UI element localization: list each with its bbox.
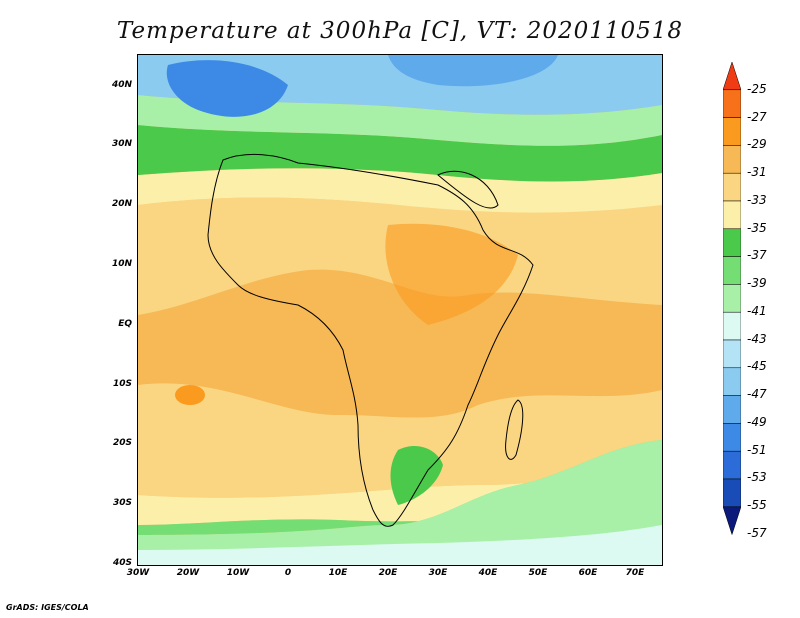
lat-label-10s: 10S (112, 379, 132, 389)
lat-label-30n: 30N (111, 139, 132, 149)
colorbar-label: -47 (747, 387, 767, 401)
colorbar-cell (723, 284, 741, 313)
lat-label-40n: 40N (111, 80, 132, 90)
colorbar-label: -29 (747, 137, 767, 151)
colorbar-bottom-arrow (723, 506, 741, 536)
colorbar-cell (723, 450, 741, 480)
lon-label-0: 0 (284, 568, 292, 578)
colorbar-label: -35 (747, 221, 767, 235)
colorbar-cell (723, 339, 741, 369)
colorbar-label: -53 (747, 470, 767, 484)
colorbar-label: -51 (747, 443, 767, 457)
lon-label-70e: 70E (625, 568, 645, 578)
lon-label-20w: 20W (176, 568, 200, 578)
lon-label-30e: 30E (428, 568, 448, 578)
colorbar-label: -45 (747, 359, 767, 373)
colorbar-label: -39 (747, 276, 767, 290)
lon-label-10w: 10W (226, 568, 250, 578)
colorbar-cell (723, 145, 741, 174)
field-green-north (138, 125, 662, 182)
colorbar-cell (723, 256, 741, 285)
colorbar-label: -31 (747, 165, 767, 179)
colorbar-label: -33 (747, 193, 767, 207)
lat-label-eq: EQ (118, 319, 132, 329)
field-blue-mediterranean (388, 55, 558, 87)
lat-label-40s: 40S (112, 558, 132, 568)
field-warm-patch-east (385, 223, 518, 325)
colorbar-cell (723, 89, 741, 118)
colorbar-label: -49 (747, 415, 767, 429)
field-pale-north (138, 168, 662, 213)
field-cyan-south (138, 525, 662, 565)
colorbar-cell (723, 172, 741, 202)
lat-label-20s: 20S (112, 438, 132, 448)
colorbar-cell (723, 478, 741, 508)
colorbar-label: -41 (747, 304, 767, 318)
temperature-field (138, 55, 662, 565)
colorbar-cell (723, 367, 741, 396)
lon-label-10e: 10E (328, 568, 348, 578)
lon-label-40e: 40E (478, 568, 498, 578)
grads-credit: GrADS: IGES/COLA (6, 603, 89, 612)
lon-label-20e: 20E (378, 568, 398, 578)
colorbar-cell (723, 423, 741, 452)
colorbar-label: -25 (747, 82, 767, 96)
lon-label-30w: 30W (126, 568, 150, 578)
coastlines (207, 154, 534, 527)
colorbar-cell (723, 228, 741, 257)
lat-label-20n: 20N (111, 199, 132, 209)
lon-label-60e: 60E (578, 568, 598, 578)
lat-label-30s: 30S (112, 498, 132, 508)
colorbar-cells (723, 62, 741, 536)
colorbar-cell (723, 117, 741, 146)
map-title: Temperature at 300hPa [C], VT: 202011051… (116, 18, 684, 44)
colorbar-label: -27 (747, 110, 767, 124)
colorbar-label: -43 (747, 332, 767, 346)
colorbar-label: -55 (747, 498, 767, 512)
colorbar-cell (723, 395, 741, 424)
colorbar-top-arrow (723, 62, 741, 91)
colorbar (723, 62, 741, 536)
field-yellow-south (138, 383, 662, 498)
temperature-map (137, 54, 663, 566)
colorbar-label: -57 (747, 526, 767, 540)
field-lightgreen-south (138, 440, 662, 565)
lon-label-50e: 50E (528, 568, 548, 578)
field-warm-patch-atlantic (175, 385, 205, 405)
field-cold-core (166, 60, 288, 117)
colorbar-cell (723, 200, 741, 230)
colorbar-label: -37 (747, 248, 767, 262)
lat-label-10n: 10N (111, 259, 132, 269)
field-green-southafrica (390, 445, 443, 505)
colorbar-cell (723, 311, 741, 341)
